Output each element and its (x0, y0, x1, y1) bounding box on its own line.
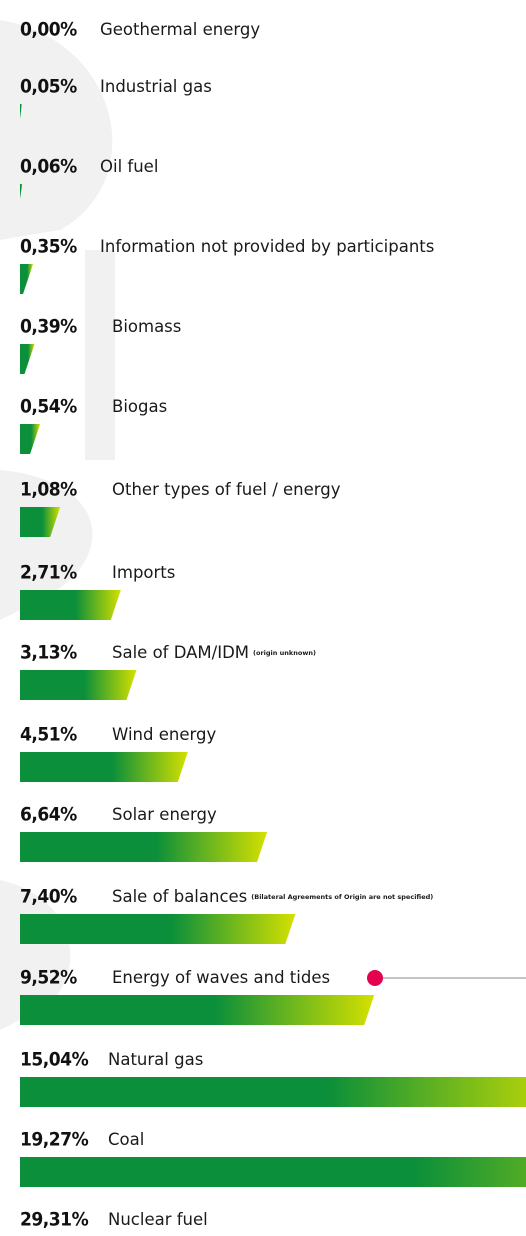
category-label: Solar energy (112, 805, 217, 824)
bar (20, 1157, 526, 1187)
category-name: Sale of balances (112, 887, 247, 906)
value-label: 7,40% (20, 886, 77, 908)
category-name: Natural gas (108, 1050, 203, 1069)
category-label: Imports (112, 563, 175, 582)
bar (20, 184, 23, 199)
value-label: 2,71% (20, 562, 77, 584)
category-label: Industrial gas (100, 77, 212, 96)
category-name: Biogas (112, 397, 167, 416)
value-label: 0,06% (20, 156, 77, 178)
category-label: Oil fuel (100, 157, 158, 176)
callout-dot (367, 970, 383, 986)
value-label: 19,27% (20, 1129, 89, 1151)
bar (20, 507, 61, 537)
category-name: Nuclear fuel (108, 1210, 208, 1229)
category-name: Information not provided by participants (100, 237, 434, 256)
category-label: Sale of balances (Bilateral Agreements of… (112, 887, 433, 906)
category-note: (Bilateral Agreements of Origin are not … (251, 893, 433, 901)
category-name: Other types of fuel / energy (112, 480, 341, 499)
category-name: Biomass (112, 317, 181, 336)
value-label: 4,51% (20, 724, 77, 746)
category-name: Coal (108, 1130, 144, 1149)
value-label: 0,05% (20, 76, 77, 98)
value-label: 9,52% (20, 967, 77, 989)
value-label: 6,64% (20, 804, 77, 826)
value-label: 29,31% (20, 1209, 89, 1231)
category-label: Geothermal energy (100, 20, 260, 39)
category-label: Information not provided by participants (100, 237, 434, 256)
value-label: 0,35% (20, 236, 77, 258)
bar (20, 995, 375, 1025)
bar (20, 344, 35, 374)
value-label: 0,00% (20, 19, 77, 41)
category-label: Energy of waves and tides (112, 968, 330, 987)
category-label: Other types of fuel / energy (112, 480, 341, 499)
category-label: Coal (108, 1130, 144, 1149)
category-label: Biomass (112, 317, 181, 336)
category-name: Geothermal energy (100, 20, 260, 39)
category-name: Sale of DAM/IDM (112, 643, 249, 662)
value-label: 15,04% (20, 1049, 89, 1071)
bar (20, 424, 41, 454)
value-label: 0,54% (20, 396, 77, 418)
value-label: 3,13% (20, 642, 77, 664)
category-label: Natural gas (108, 1050, 203, 1069)
value-label: 1,08% (20, 479, 77, 501)
bars (20, 104, 526, 1187)
bar (20, 104, 22, 119)
bar (20, 914, 296, 944)
category-name: Solar energy (112, 805, 217, 824)
category-label: Biogas (112, 397, 167, 416)
bar (20, 1077, 526, 1107)
category-label: Sale of DAM/IDM (origin unknown) (112, 643, 316, 662)
category-name: Energy of waves and tides (112, 968, 330, 987)
category-note: (origin unknown) (253, 649, 316, 657)
bar (20, 752, 188, 782)
category-label: Wind energy (112, 725, 216, 744)
labels: 0,00% Geothermal energy 0,05% Industrial ga… (20, 19, 434, 1231)
bar (20, 832, 268, 862)
value-label: 0,39% (20, 316, 77, 338)
bar (20, 670, 137, 700)
bar (20, 264, 34, 294)
category-label: Nuclear fuel (108, 1210, 208, 1229)
category-name: Industrial gas (100, 77, 212, 96)
category-name: Oil fuel (100, 157, 158, 176)
category-name: Wind energy (112, 725, 216, 744)
bar (20, 590, 121, 620)
category-name: Imports (112, 563, 175, 582)
